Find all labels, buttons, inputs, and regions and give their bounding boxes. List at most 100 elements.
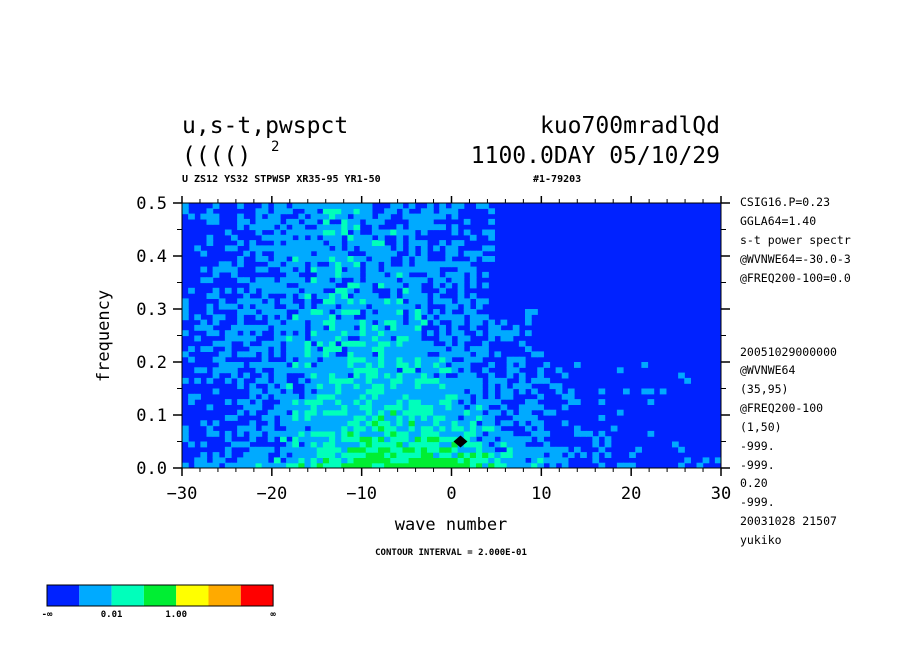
heatmap-cell bbox=[310, 314, 318, 321]
heatmap-cell bbox=[237, 298, 244, 305]
heatmap-cell bbox=[414, 425, 422, 432]
heatmap-cell bbox=[341, 229, 348, 236]
heatmap-cell bbox=[182, 314, 189, 321]
heatmap-cell bbox=[488, 462, 495, 468]
heatmap-cell bbox=[408, 218, 416, 225]
heatmap-cell bbox=[476, 393, 483, 400]
heatmap-cell bbox=[310, 372, 318, 379]
heatmap-cell bbox=[365, 240, 373, 246]
heatmap-area bbox=[182, 203, 721, 468]
heatmap-cell bbox=[586, 430, 593, 437]
heatmap-cell bbox=[353, 203, 361, 209]
heatmap-cell bbox=[286, 404, 293, 411]
heatmap-cell bbox=[512, 436, 520, 443]
heatmap-cell bbox=[322, 409, 330, 416]
colorbar-swatch bbox=[176, 585, 209, 606]
heatmap-cell bbox=[273, 309, 281, 315]
heatmap-cell bbox=[696, 462, 704, 468]
heatmap-cell bbox=[316, 224, 324, 231]
heatmap-cell bbox=[359, 388, 367, 395]
heatmap-cell bbox=[445, 452, 453, 458]
heatmap-cell bbox=[316, 377, 324, 384]
heatmap-cell bbox=[371, 377, 379, 384]
heatmap-cell bbox=[316, 351, 324, 358]
heatmap-cell bbox=[316, 409, 324, 416]
heatmap-cell bbox=[378, 303, 385, 310]
heatmap-cell bbox=[280, 399, 287, 405]
heatmap-cell bbox=[182, 436, 189, 443]
heatmap-cell bbox=[402, 446, 410, 453]
heatmap-cell bbox=[390, 388, 397, 395]
heatmap-cell bbox=[292, 362, 299, 368]
heatmap-cell bbox=[231, 335, 238, 342]
heatmap-cell bbox=[365, 420, 373, 427]
heatmap-cell bbox=[280, 266, 287, 273]
heatmap-cell bbox=[414, 393, 422, 400]
heatmap-cell bbox=[469, 441, 477, 448]
heatmap-cell bbox=[255, 399, 263, 405]
heatmap-cell bbox=[347, 377, 355, 384]
heatmap-cell bbox=[237, 430, 244, 437]
heatmap-cell bbox=[482, 351, 489, 358]
heatmap-cell bbox=[371, 462, 379, 468]
heatmap-cell bbox=[298, 425, 306, 432]
heatmap-cell bbox=[365, 367, 373, 374]
heatmap-cell bbox=[623, 388, 630, 395]
heatmap-cell bbox=[255, 213, 263, 220]
heatmap-cell bbox=[255, 457, 263, 464]
heatmap-cell bbox=[396, 462, 404, 468]
heatmap-cell bbox=[469, 377, 477, 384]
heatmap-cell bbox=[335, 415, 342, 421]
heatmap-cell bbox=[341, 452, 348, 458]
heatmap-cell bbox=[322, 208, 330, 215]
heatmap-cell bbox=[316, 240, 324, 246]
heatmap-cell bbox=[433, 393, 440, 400]
heatmap-cell bbox=[390, 250, 397, 257]
heatmap-cell bbox=[224, 452, 232, 458]
heatmap-cell bbox=[322, 404, 330, 411]
heatmap-cell bbox=[427, 452, 434, 458]
heatmap-cell bbox=[212, 452, 220, 458]
heatmap-cell bbox=[304, 436, 312, 443]
heatmap-cell bbox=[359, 377, 367, 384]
heatmap-cell bbox=[280, 298, 287, 305]
heatmap-cell bbox=[408, 351, 416, 358]
right-annotation-line: @FREQ200-100 bbox=[740, 401, 823, 415]
heatmap-cell bbox=[218, 367, 226, 374]
heatmap-cell bbox=[224, 399, 232, 405]
heatmap-cell bbox=[365, 346, 373, 352]
heatmap-cell bbox=[598, 415, 606, 421]
heatmap-cell bbox=[451, 324, 459, 331]
heatmap-cell bbox=[286, 234, 293, 241]
heatmap-cell bbox=[218, 356, 226, 363]
heatmap-cell bbox=[231, 266, 238, 273]
heatmap-cell bbox=[182, 430, 189, 437]
heatmap-cell bbox=[341, 457, 348, 464]
heatmap-cell bbox=[506, 393, 514, 400]
heatmap-cell bbox=[347, 452, 355, 458]
heatmap-cell bbox=[408, 340, 416, 347]
right-annotation-line: GGLA64=1.40 bbox=[740, 214, 816, 228]
heatmap-cell bbox=[371, 372, 379, 379]
heatmap-cell bbox=[396, 245, 404, 252]
heatmap-cell bbox=[371, 277, 379, 284]
heatmap-cell bbox=[231, 415, 238, 421]
y-tick-label: 0.0 bbox=[136, 459, 167, 479]
heatmap-cell bbox=[341, 261, 348, 268]
heatmap-cell bbox=[537, 420, 544, 427]
colorbar-swatch bbox=[208, 585, 241, 606]
heatmap-cell bbox=[384, 415, 391, 421]
heatmap-cell bbox=[329, 203, 336, 209]
heatmap-cell bbox=[408, 420, 416, 427]
heatmap-cell bbox=[494, 351, 502, 358]
heatmap-cell bbox=[365, 298, 373, 305]
heatmap-cell bbox=[359, 351, 367, 358]
heatmap-cell bbox=[390, 266, 397, 273]
heatmap-cell bbox=[353, 282, 361, 289]
heatmap-cell bbox=[433, 383, 440, 390]
heatmap-cell bbox=[322, 335, 330, 342]
heatmap-cell bbox=[298, 335, 306, 342]
heatmap-cell bbox=[414, 240, 422, 246]
heatmap-cell bbox=[329, 430, 336, 437]
heatmap-cell bbox=[194, 367, 201, 374]
